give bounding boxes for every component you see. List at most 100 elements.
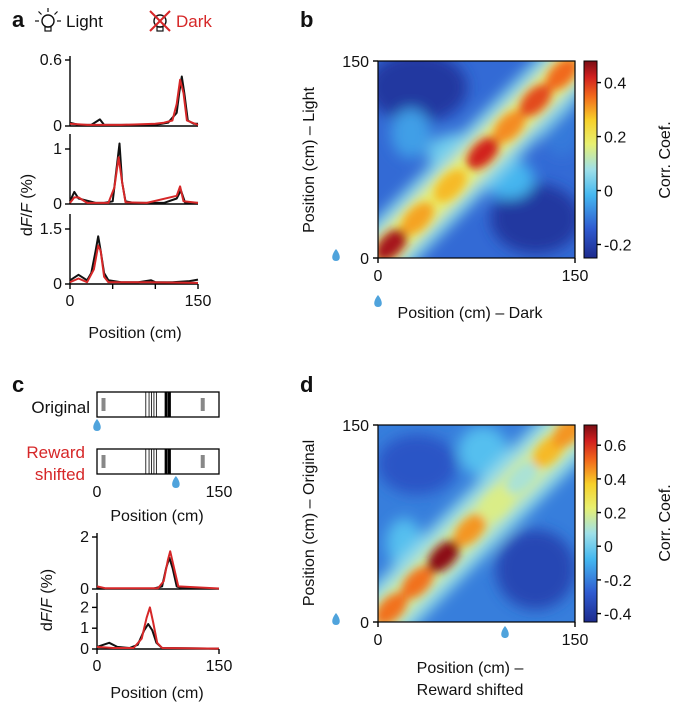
track-shifted-gray-cue-0: [101, 455, 106, 468]
lightbulb-icon: [35, 8, 61, 32]
panel-a-xlabel: Position (cm): [88, 325, 181, 342]
panel-b-y-reward-icon: [332, 249, 340, 261]
track-shifted-thick-cue-1: [167, 449, 171, 474]
panel-b-ytick-0: 0: [360, 251, 369, 268]
panel-d-colorbar-gradient: [583, 424, 598, 623]
panel-c-row1-dark-trace: [96, 606, 220, 650]
panel-d-colorbar-tick-4: 0.4: [604, 472, 626, 489]
panel-a-row0-dark-trace: [69, 78, 199, 126]
track-original-gray-cue-1: [200, 398, 205, 411]
panel-b-diagonal-peak-4: [493, 110, 526, 143]
panel-d-diagonal-peak-1: [401, 566, 434, 599]
track-original-reward-icon: [93, 419, 101, 431]
panel-b-diagonal-peak-2: [434, 169, 467, 202]
track-shifted-frame: [96, 448, 220, 475]
panel-d-blob-0: [378, 434, 458, 495]
panel-b-axes: 0 150 0 150: [332, 54, 588, 307]
panel-b-colorbar-tick-2: 0.2: [604, 130, 626, 147]
track-shifted-gray-cue-1: [200, 455, 205, 468]
panel-label-a: a: [12, 7, 25, 32]
panel-d-xlabel-line2: Reward shifted: [417, 682, 524, 699]
panel-d-xtick-0: 0: [374, 632, 383, 649]
panel-b-xlabel: Position (cm) – Dark: [398, 305, 544, 322]
panel-a-row1-light-trace: [69, 142, 198, 204]
panel-d-diagonal-peak-7: [552, 425, 575, 448]
reward-shifted-label-line2: shifted: [35, 465, 85, 484]
panel-d-colorbar: -0.4 -0.2 0 0.2 0.4 0.6: [583, 424, 632, 624]
legend-light-label: Light: [66, 12, 103, 31]
panel-a-row2-ytick-0: 0: [53, 276, 62, 293]
panel-label-c: c: [12, 372, 24, 397]
panel-b-colorbar-tick-3: 0.4: [604, 76, 626, 93]
panel-b-diagonal-peak-6: [545, 61, 575, 91]
panel-c-row0-ytick-1: 2: [80, 529, 89, 546]
panel-label-d: d: [300, 372, 313, 397]
panel-b-diagonal-peak-5: [519, 84, 552, 117]
panel-c-schematic-xlabel: Position (cm): [110, 508, 203, 525]
panel-d-diagonal-peak-3: [453, 513, 487, 547]
panel-b-diagonal-core: [378, 61, 575, 258]
panel-a-row1-dark-trace: [69, 156, 199, 204]
panel-c-schematic-tick-0: 0: [93, 484, 102, 501]
panel-d-colorbar-tick-3: 0.2: [604, 506, 626, 523]
panel-c-row1-ytick-0: 0: [80, 641, 89, 658]
panel-b-xtick-1: 150: [562, 268, 589, 285]
panel-d-xlabel-line1: Position (cm) –: [417, 660, 524, 677]
panel-c-row1-ytick-1: 1: [80, 620, 89, 637]
panel-c-xtick-1: 150: [206, 658, 233, 675]
panel-d-x-reward-icon: [501, 626, 509, 638]
panel-a-row2-ytick-1: 1.5: [40, 221, 62, 238]
panel-a-row2-dark-trace: [69, 244, 199, 284]
original-label: Original: [31, 398, 90, 417]
panel-c-schematic-tick-150: 150: [206, 484, 233, 501]
panel-b-blob-0: [378, 61, 468, 123]
panel-d-diagonal-peak-0: [378, 592, 408, 622]
panel-d-heatmap: [378, 425, 575, 622]
track-original-gray-cue-0: [101, 398, 106, 411]
panel-b-colorbar-label: Corr. Coef.: [657, 121, 674, 198]
panel-d-diagonal-peak-4: [480, 487, 513, 520]
panel-b-colorbar-tick-1: 0: [604, 184, 613, 201]
panel-b-colorbar-tick-0: -0.2: [604, 238, 632, 255]
panel-b-heatmap: [378, 61, 575, 258]
panel-d-blob-1: [495, 529, 575, 610]
panel-b-diagonal-peak-3: [466, 136, 500, 170]
panel-a-row1-ytick-1: 1: [53, 141, 62, 158]
track-shifted-thick-cue-0: [164, 449, 168, 474]
panel-b-colorbar: -0.2 0 0.2 0.4: [583, 60, 632, 259]
panel-b-diagonal-peak-1: [401, 202, 434, 235]
panel-d-colorbar-tick-2: 0: [604, 539, 613, 556]
panel-d-diagonal-peak-5: [506, 461, 539, 494]
panel-d-xtick-1: 150: [562, 632, 589, 649]
panel-d-diagonal-peak-2: [427, 540, 460, 573]
panel-c-row0-dark-trace: [96, 550, 220, 590]
panel-a-row0-ytick-0: 0: [53, 118, 62, 135]
panel-b-ylabel: Position (cm) – Light: [301, 87, 318, 233]
panel-d-ytick-1: 150: [342, 418, 369, 435]
panel-c-xlabel: Position (cm): [110, 685, 203, 702]
track-original-thick-cue-1: [167, 392, 171, 417]
panel-b-diagonal-peak-0: [378, 228, 408, 258]
panel-label-b: b: [300, 7, 313, 32]
panel-b-blob-2: [390, 108, 431, 159]
panel-d-y-reward-icon: [332, 613, 340, 625]
panel-d-colorbar-tick-0: -0.4: [604, 607, 632, 624]
panel-b-frame: [377, 60, 576, 259]
panel-a-row1-ytick-0: 0: [53, 196, 62, 213]
panel-c-row1-ytick-2: 2: [80, 599, 89, 616]
panel-c-ylabel: dF/F (%): [39, 569, 56, 631]
panel-d-ylabel: Position (cm) – Original: [301, 440, 318, 606]
panel-a-xtick-3: 150: [185, 293, 212, 310]
panel-d-axes: 0 150 0 150: [332, 418, 588, 649]
reward-shifted-label-line1: Reward: [26, 443, 85, 462]
panel-c-row0-light-trace: [96, 556, 219, 590]
panel-b-xtick-0: 0: [374, 268, 383, 285]
track-shifted-reward-icon: [172, 476, 180, 488]
panel-d-colorbar-tick-5: 0.6: [604, 438, 626, 455]
panel-b-ytick-1: 150: [342, 54, 369, 71]
panel-d-frame: [377, 424, 576, 623]
panel-a-row2-light-trace: [69, 235, 199, 284]
panel-d-colorbar-label: Corr. Coef.: [657, 484, 674, 561]
